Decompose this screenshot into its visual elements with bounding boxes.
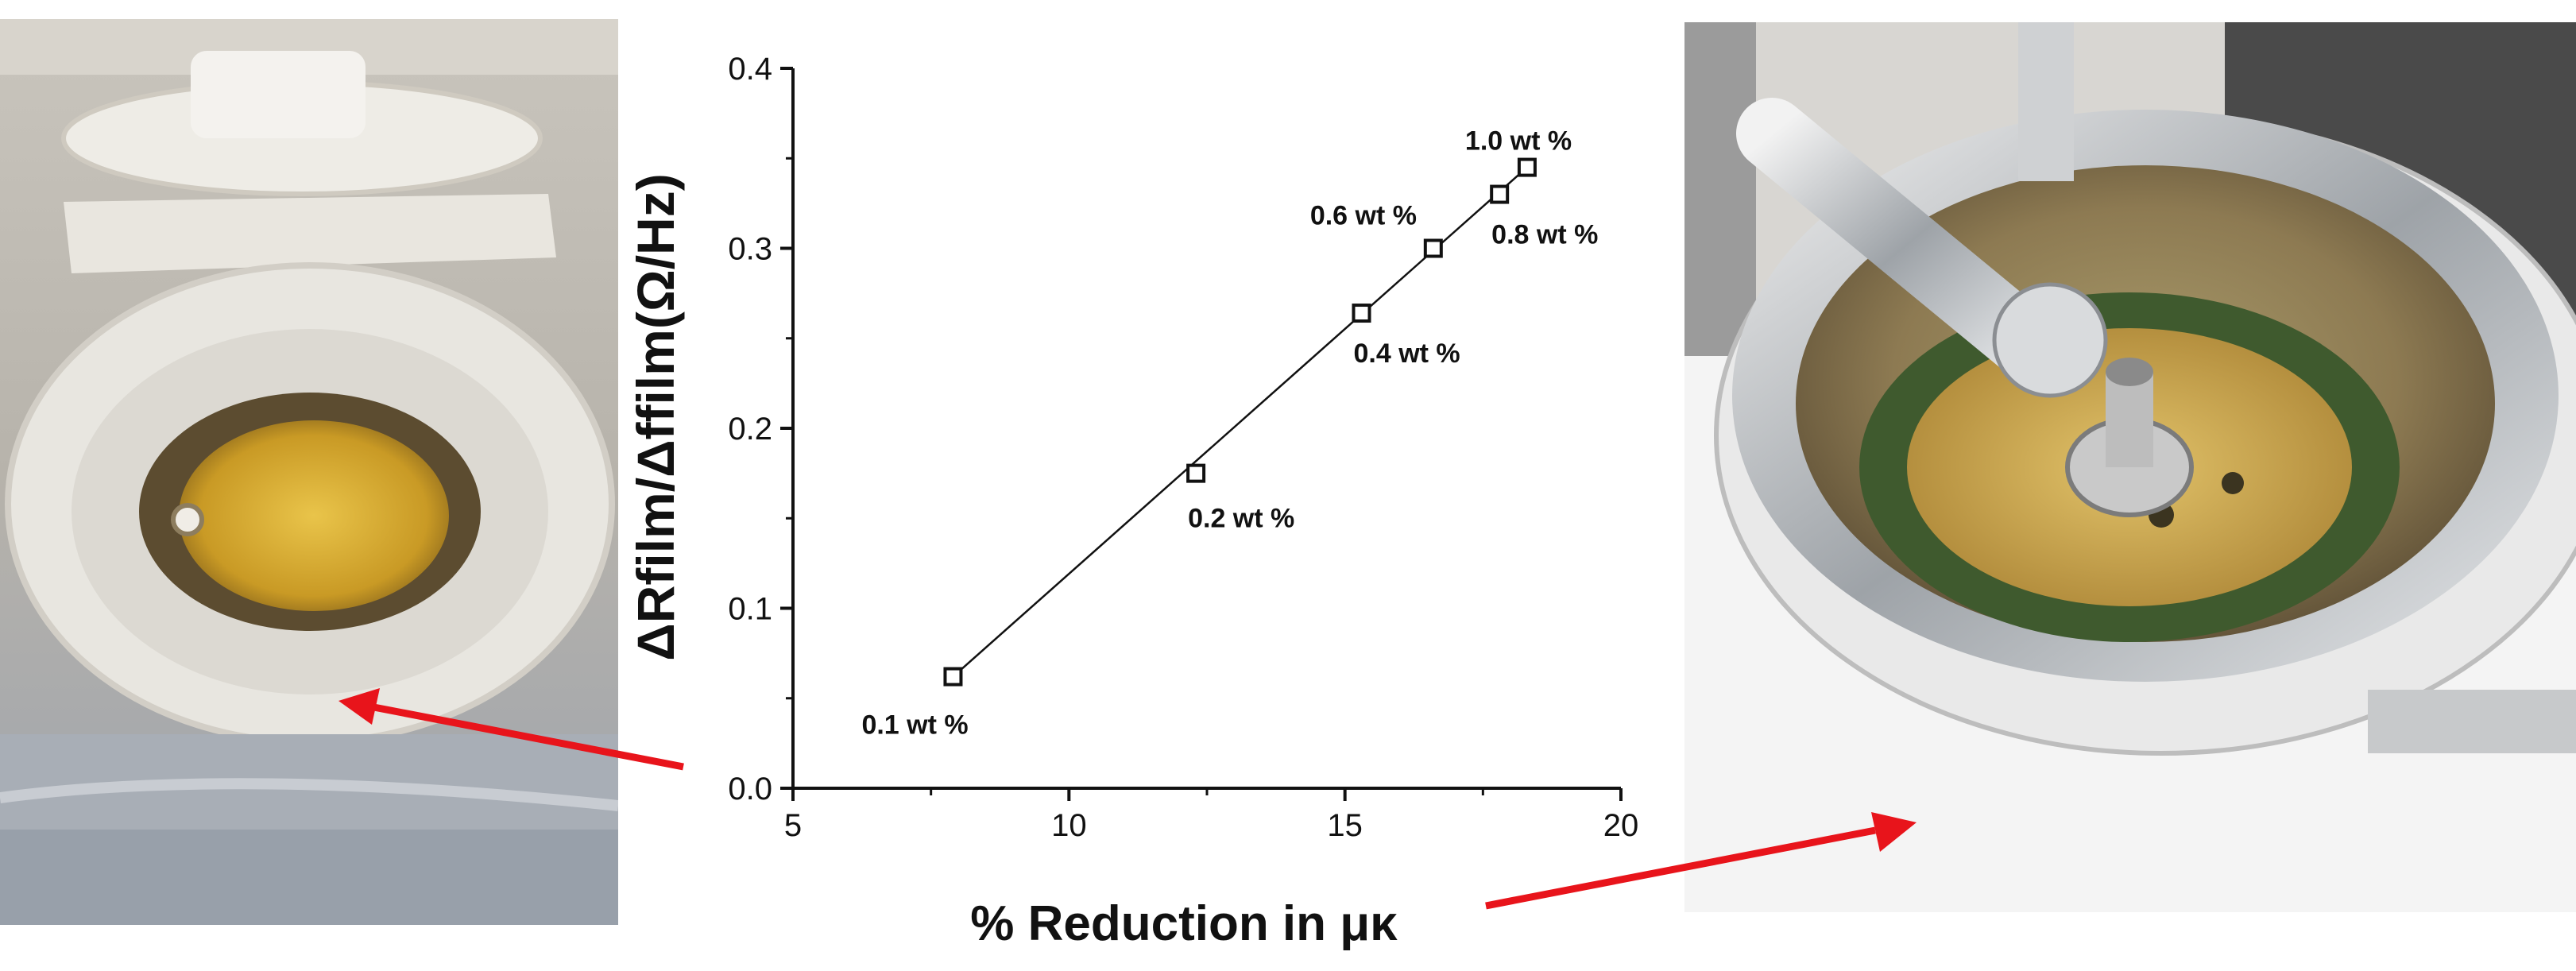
x-tick-label: 5 — [784, 808, 802, 843]
data-point-label: 0.6 wt % — [1310, 201, 1417, 231]
data-markers — [943, 157, 1537, 687]
y-tick-label: 0.0 — [728, 772, 772, 807]
y-tick-label: 0.2 — [728, 412, 772, 447]
data-point — [1186, 463, 1206, 483]
data-point-label: 1.0 wt % — [1465, 126, 1572, 157]
y-axis-title: ΔRfilm/Δffilm(Ω/Hz) — [626, 173, 685, 660]
data-point-label: 0.1 wt % — [861, 710, 968, 741]
x-axis-title: % Reduction in μκ — [970, 896, 1398, 951]
data-point-label: 0.8 wt % — [1491, 220, 1598, 250]
y-tick-label: 0.3 — [728, 232, 772, 267]
data-point-label: 0.4 wt % — [1354, 338, 1460, 369]
y-axis-ticks: 0.0 0.1 0.2 0.3 0.4 — [728, 52, 793, 807]
x-tick-label: 10 — [1051, 808, 1087, 843]
x-axis-ticks: 5 10 15 20 — [784, 788, 1638, 843]
data-point — [1517, 157, 1537, 177]
data-point — [943, 667, 963, 687]
y-tick-label: 0.4 — [728, 52, 772, 87]
red-arrow-left — [338, 688, 684, 771]
red-arrow-right — [1485, 812, 1917, 910]
data-labels: 0.1 wt % 0.2 wt % 0.4 wt % 0.6 wt % 0.8 wt %… — [861, 126, 1598, 741]
x-tick-label: 15 — [1327, 808, 1363, 843]
right-flow-cell-photo — [1684, 22, 2576, 912]
left-sensor-photo — [0, 19, 618, 925]
data-point-label: 0.2 wt % — [1188, 504, 1294, 534]
chart-axes — [791, 68, 1621, 790]
y-tick-label: 0.1 — [728, 592, 772, 627]
data-point — [1423, 238, 1443, 258]
x-tick-label: 20 — [1603, 808, 1639, 843]
data-point — [1490, 184, 1510, 204]
data-point — [1352, 304, 1371, 323]
